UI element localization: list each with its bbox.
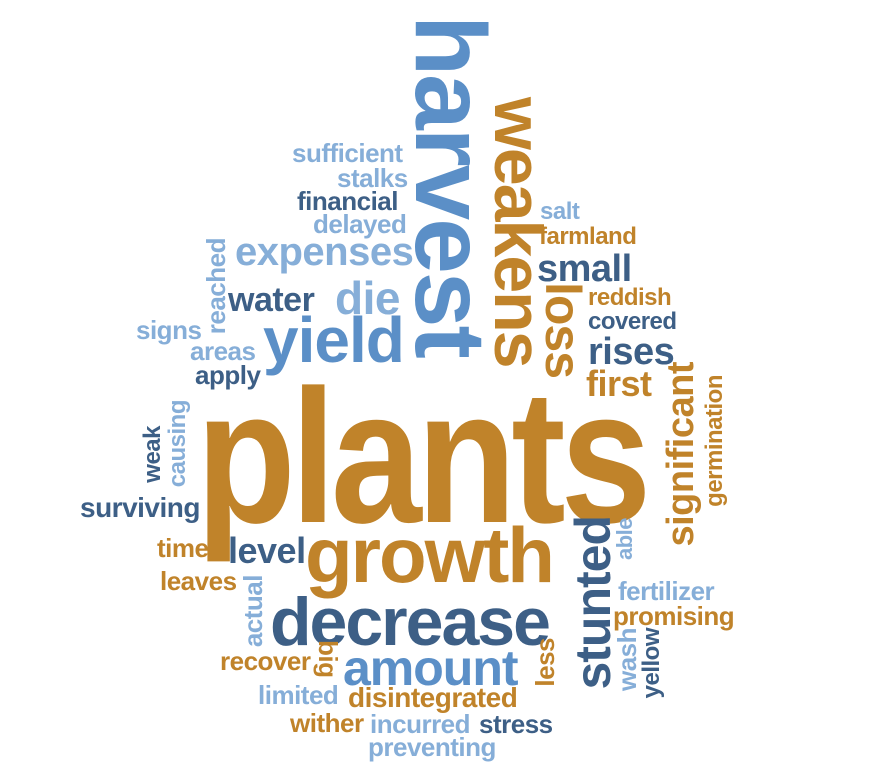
- word-weak: weak: [139, 426, 166, 483]
- word-germination: germination: [701, 375, 728, 507]
- word-recover: recover: [220, 646, 311, 676]
- word-farmland: farmland: [539, 223, 637, 250]
- word-delayed: delayed: [313, 209, 407, 239]
- word-limited: limited: [258, 680, 339, 710]
- word-less: less: [530, 638, 560, 687]
- word-loss: loss: [535, 282, 591, 379]
- word-die: die: [335, 272, 400, 324]
- word-harvest: harvest: [394, 15, 506, 357]
- word-stunted: stunted: [565, 516, 621, 690]
- word-signs: signs: [136, 315, 202, 345]
- word-stress: stress: [479, 709, 553, 739]
- word-financial: financial: [297, 186, 398, 216]
- word-preventing: preventing: [368, 732, 496, 762]
- word-yellow: yellow: [638, 628, 665, 699]
- word-stalks: stalks: [337, 163, 408, 193]
- word-incurred: incurred: [370, 709, 471, 739]
- word-rises: rises: [588, 331, 675, 373]
- word-level: level: [228, 530, 306, 571]
- word-first: first: [586, 363, 652, 404]
- word-big: big: [313, 640, 343, 678]
- word-growth: growth: [305, 511, 555, 599]
- word-able: able: [612, 518, 637, 561]
- word-weakens: weakens: [480, 97, 556, 367]
- word-reddish: reddish: [588, 284, 672, 311]
- word-decrease: decrease: [270, 584, 551, 660]
- word-disintegrated: disintegrated: [348, 682, 518, 713]
- word-plants: plants: [196, 351, 651, 563]
- word-promising: promising: [613, 601, 735, 631]
- word-fertilizer: fertilizer: [618, 576, 715, 606]
- word-covered: covered: [588, 308, 677, 335]
- word-amount: amount: [343, 640, 519, 696]
- word-significant: significant: [660, 362, 702, 547]
- word-time: time: [157, 533, 209, 563]
- word-small: small: [537, 248, 632, 290]
- word-wash: wash: [612, 628, 642, 692]
- word-leaves: leaves: [160, 566, 237, 596]
- word-water: water: [228, 281, 315, 319]
- word-actual: actual: [238, 575, 268, 648]
- word-apply: apply: [195, 360, 261, 390]
- word-expenses: expenses: [235, 230, 414, 274]
- word-yield: yield: [263, 304, 405, 376]
- word-areas: areas: [190, 336, 256, 366]
- word-salt: salt: [540, 198, 580, 225]
- word-reached: reached: [201, 238, 231, 335]
- word-causing: causing: [164, 400, 191, 488]
- word-surviving: surviving: [80, 492, 200, 523]
- word-wither: wither: [290, 708, 364, 738]
- word-sufficient: sufficient: [292, 138, 403, 168]
